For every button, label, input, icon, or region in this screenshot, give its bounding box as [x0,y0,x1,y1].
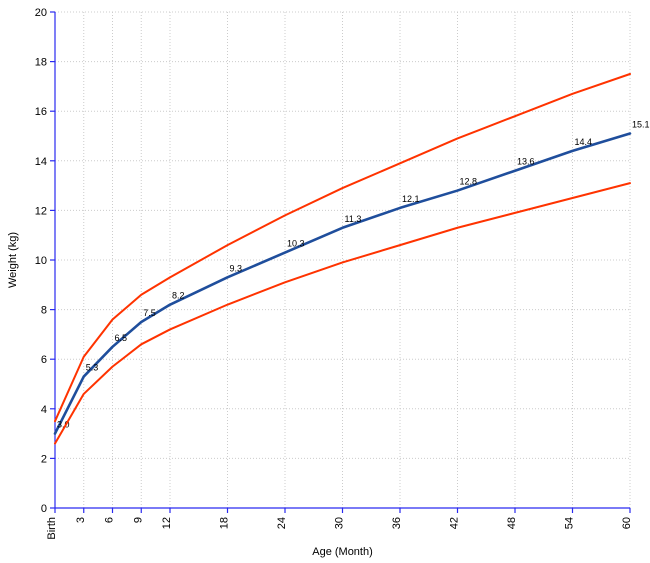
x-tick-label: 36 [391,517,403,529]
y-tick-label: 4 [41,404,47,416]
y-axis-title: Weight (kg) [7,232,19,288]
data-point-label: 8.2 [172,291,185,301]
y-tick-label: 10 [35,255,47,267]
data-point-label: 11.3 [345,214,362,224]
y-tick-label: 8 [41,305,47,317]
y-tick-label: 12 [35,205,47,217]
data-point-label: 14.4 [575,137,593,147]
data-point-label: 10.3 [287,239,305,249]
data-point-label: 13.6 [517,157,535,167]
y-tick-label: 0 [41,503,47,515]
x-tick-label: 12 [161,517,173,529]
data-point-label: 6.5 [115,333,128,343]
x-tick-label: 48 [506,517,518,529]
x-tick-label: 54 [564,517,576,529]
data-point-label: 9.3 [230,263,243,273]
x-axis-title: Age (Month) [312,546,373,558]
x-tick-label: 18 [219,517,231,529]
data-point-label: 15.1 [632,120,650,130]
x-tick-label: 24 [276,517,288,529]
growth-chart: 02468101214161820Birth369121824303642485… [0,0,650,563]
y-tick-label: 2 [41,453,47,465]
x-tick-label: 60 [621,517,633,529]
data-point-label: 5.3 [86,363,99,373]
x-tick-label: Birth [46,517,58,540]
y-tick-label: 14 [35,156,47,168]
data-point-label: 12.8 [460,177,478,187]
data-point-label: 7.5 [143,308,156,318]
x-tick-label: 9 [132,517,144,523]
y-tick-label: 18 [35,57,47,69]
y-tick-label: 20 [35,7,47,19]
y-tick-label: 6 [41,354,47,366]
x-tick-label: 6 [104,517,116,523]
x-tick-label: 3 [75,517,87,523]
x-tick-label: 42 [449,517,461,529]
data-point-label: 12.1 [402,194,420,204]
chart-background [0,0,650,563]
x-tick-label: 30 [334,517,346,529]
y-tick-label: 16 [35,106,47,118]
